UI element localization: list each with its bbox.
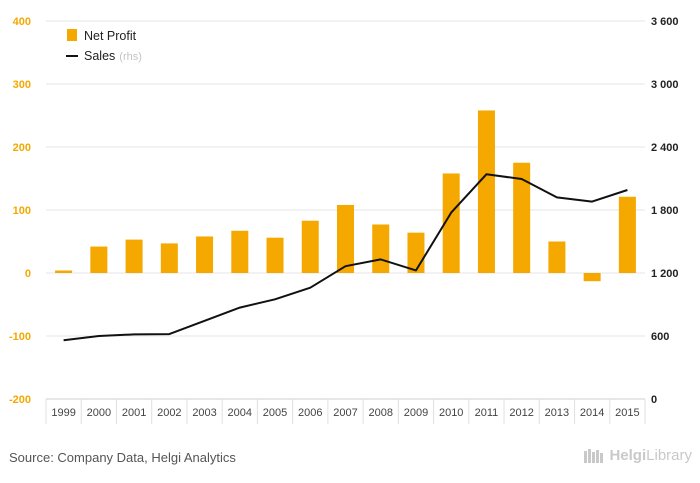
net-profit-bar	[301, 220, 319, 273]
x-tick-label: 2013	[545, 407, 569, 419]
x-tick-label: 2001	[122, 407, 146, 419]
x-tick-label: 2008	[368, 407, 392, 419]
net-profit-bar	[372, 224, 390, 273]
x-tick-label: 2006	[298, 407, 322, 419]
net-profit-bar	[90, 246, 108, 273]
net-profit-bar	[513, 162, 531, 273]
y-left-tick-label: 300	[13, 79, 31, 91]
x-tick-label: 2009	[404, 407, 428, 419]
y-left-tick-label: 200	[13, 142, 31, 154]
legend-label-net-profit: Net Profit	[84, 29, 137, 43]
bookshelf-icon	[584, 448, 604, 463]
x-tick-label: 2011	[475, 407, 499, 419]
net-profit-bar	[266, 237, 284, 273]
x-tick-label: 2012	[509, 407, 533, 419]
logo-prefix: Helgi	[609, 447, 647, 464]
x-tick-label: 2014	[580, 407, 604, 419]
axes: -200 -100 0 100 200 300 400 0 600 1 200 1 800 2 400…	[9, 16, 679, 424]
y-right-tick-label: 1 800	[651, 205, 679, 217]
logo-suffix: Library	[646, 447, 692, 464]
net-profit-bars	[55, 110, 636, 282]
y-left-tick-label: -100	[9, 331, 31, 343]
x-tick-label: 2010	[439, 407, 463, 419]
net-profit-bar	[583, 273, 601, 282]
net-profit-bar	[125, 239, 143, 273]
helgi-library-logo: HelgiLibrary	[583, 447, 692, 464]
x-tick-label: 2003	[192, 407, 216, 419]
sales-line-path	[63, 173, 628, 342]
y-right-tick-label: 2 400	[651, 142, 679, 154]
net-profit-bar	[196, 236, 214, 273]
y-right-tick-label: 0	[651, 394, 657, 406]
x-tick-label: 2007	[333, 407, 357, 419]
y-left-tick-label: 0	[25, 268, 31, 280]
y-right-tick-label: 1 200	[651, 268, 679, 280]
y-left-tick-label: 400	[13, 16, 31, 28]
x-tick-label: 2005	[263, 407, 287, 419]
net-profit-bar	[442, 173, 460, 273]
net-profit-bar	[337, 204, 354, 273]
x-tick-label: 2015	[615, 407, 639, 419]
net-profit-bar	[548, 241, 566, 273]
net-profit-bar	[407, 232, 425, 273]
net-profit-bar	[160, 243, 178, 273]
x-tick-label: 1999	[51, 407, 75, 419]
x-tick-label: 2004	[228, 407, 252, 419]
net-profit-bar	[477, 110, 495, 274]
y-right-tick-label: 3 000	[651, 79, 679, 91]
net-profit-bar	[618, 196, 636, 273]
sales-line	[63, 173, 628, 342]
net-profit-bar	[55, 270, 73, 273]
y-left-tick-label: 100	[13, 205, 31, 217]
y-right-tick-label: 600	[651, 331, 669, 343]
x-tick-label: 2000	[87, 407, 111, 419]
y-right-tick-label: 3 600	[651, 16, 679, 28]
legend: Net Profit Sales (rhs)	[66, 29, 142, 63]
y-left-tick-label: -200	[9, 394, 31, 406]
legend-label-sales: Sales (rhs)	[84, 49, 142, 63]
legend-swatch-net-profit	[67, 29, 77, 41]
net-profit-bar	[231, 230, 249, 273]
x-tick-label: 2002	[157, 407, 181, 419]
source-note: Source: Company Data, Helgi Analytics	[9, 450, 236, 465]
